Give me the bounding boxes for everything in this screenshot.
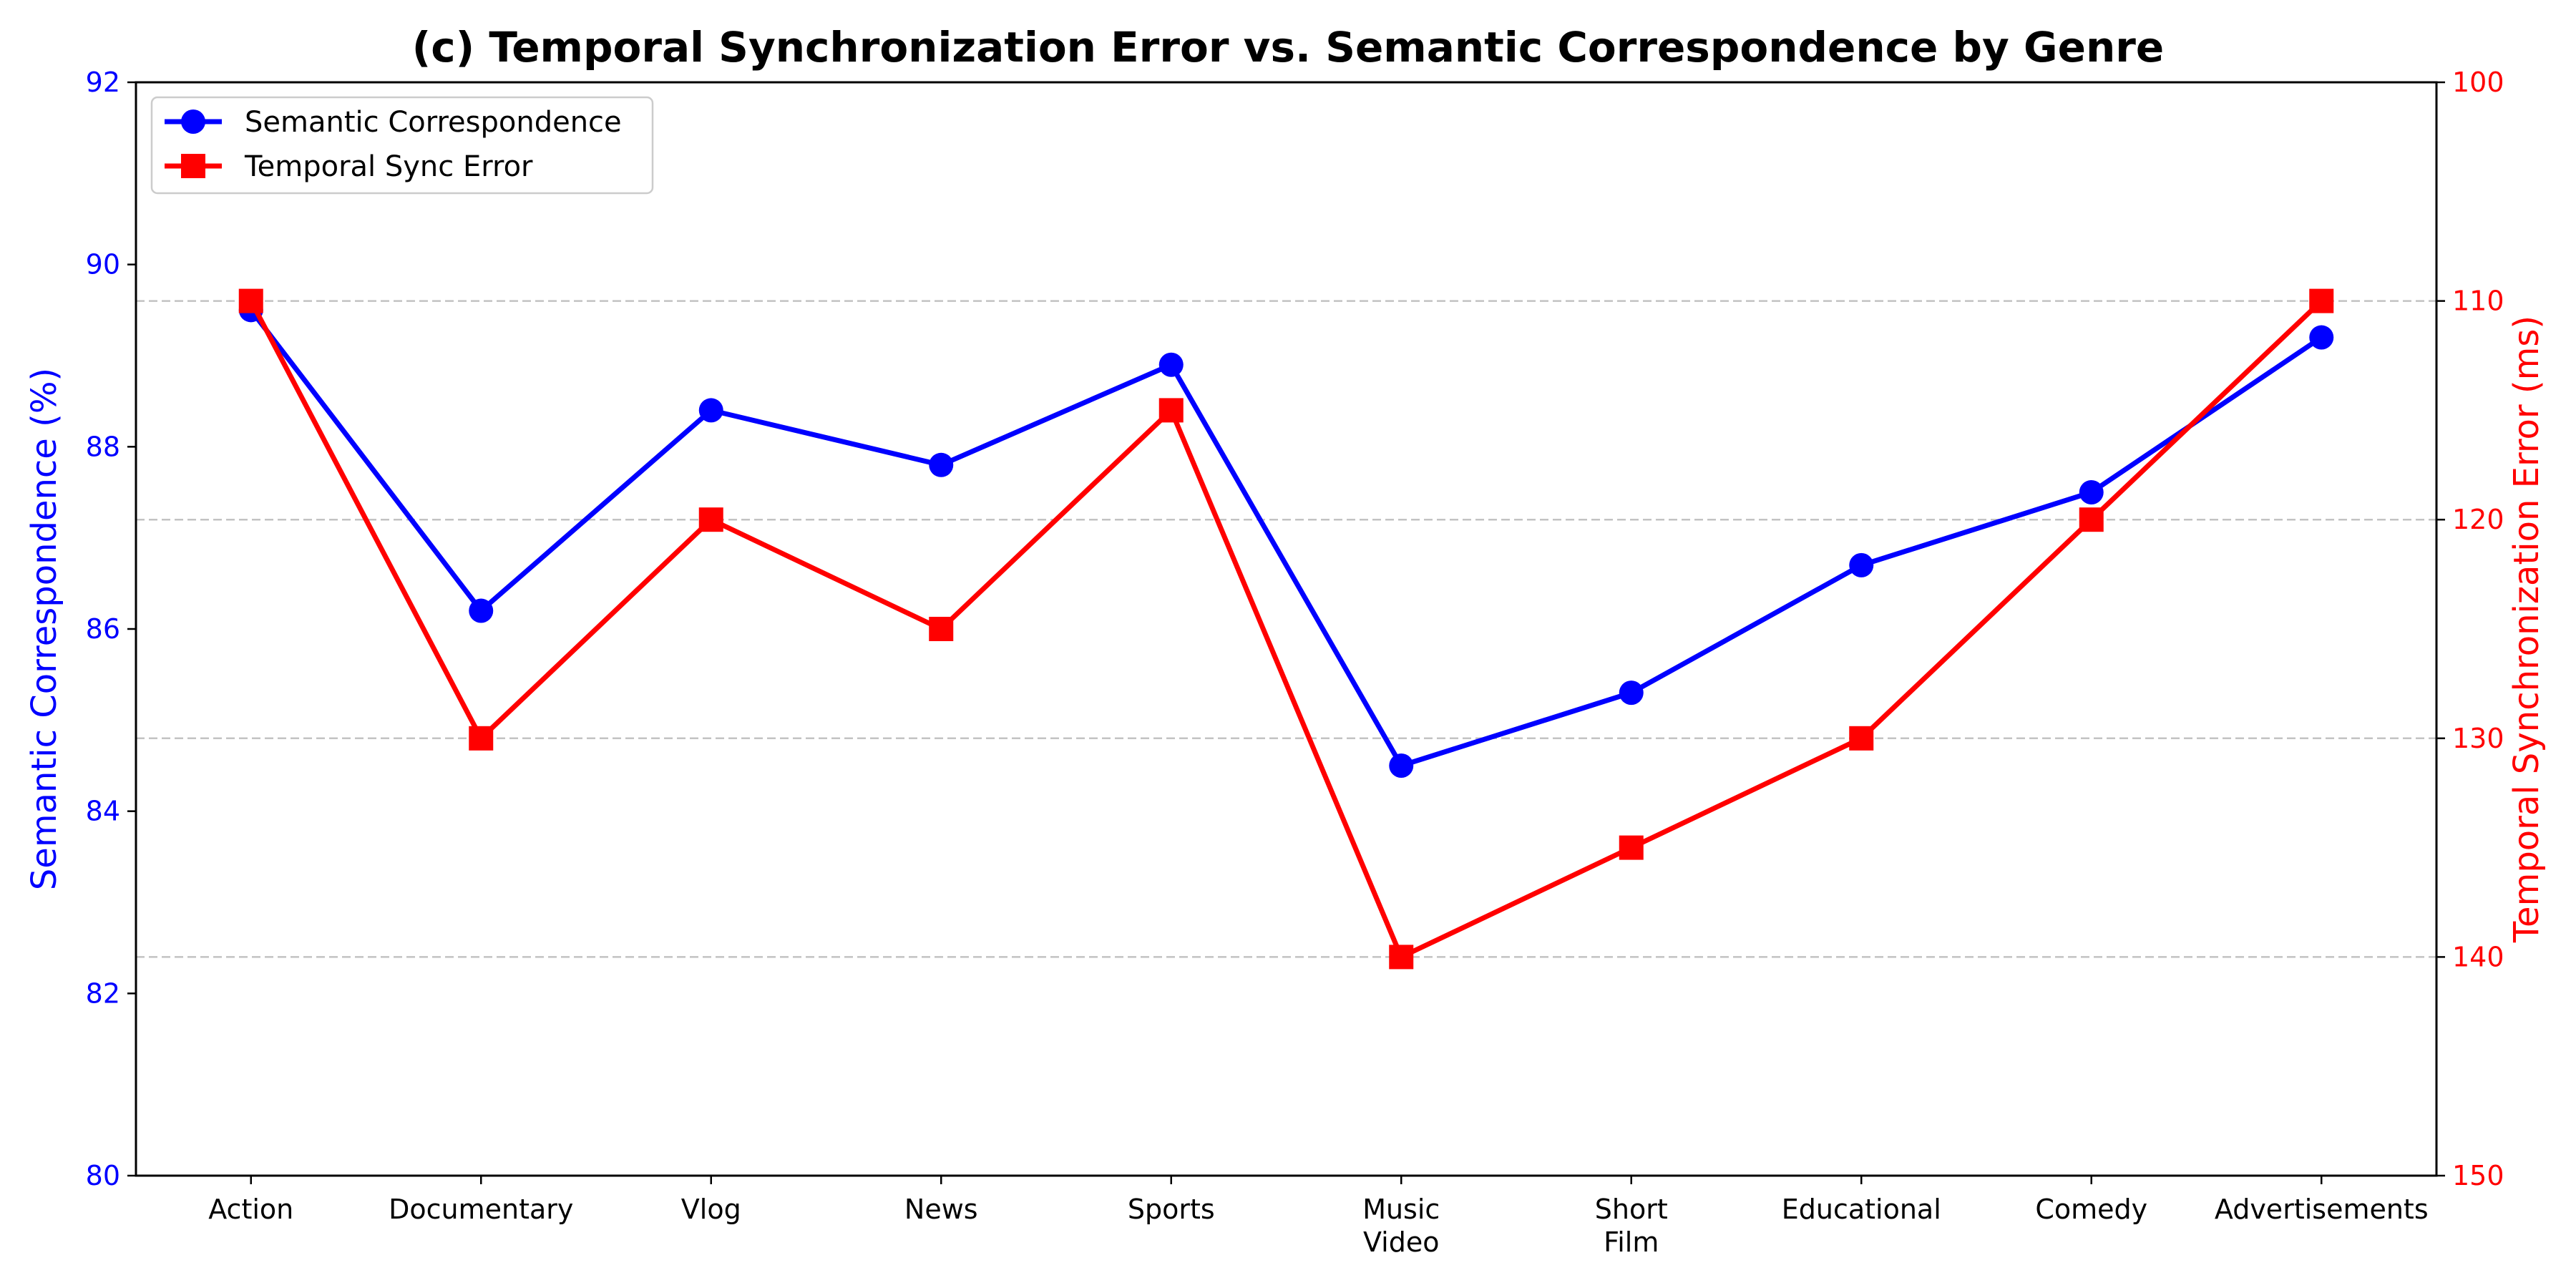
y-right-tick-label: 100 <box>2452 67 2504 98</box>
x-axis: Action Documentary Vlog News Sports Music Vide… <box>208 1176 2429 1258</box>
semantic-correspondence-point <box>2079 480 2104 504</box>
x-tick-label: Music Video <box>1362 1194 1440 1258</box>
x-tick-label: Short Film <box>1595 1194 1668 1258</box>
y-right-tick-label: 140 <box>2452 941 2504 972</box>
x-tick-label: Comedy <box>2035 1194 2147 1225</box>
temporal-sync-error-line <box>248 299 2323 960</box>
temporal-sync-error-point <box>1849 726 1874 751</box>
temporal-sync-error-point <box>1158 398 1184 423</box>
temporal-sync-error-point <box>698 507 723 532</box>
temporal-sync-error-point <box>2079 507 2104 532</box>
y-left-tick-label: 86 <box>86 613 120 645</box>
y-right-tick-label: 130 <box>2452 723 2504 754</box>
x-tick-label: Action <box>208 1194 293 1225</box>
y-left-tick-label: 92 <box>86 67 120 98</box>
legend-temporal-sync-error-marker <box>181 154 205 178</box>
x-tick-label: News <box>904 1194 978 1225</box>
y-right-tick-label: 150 <box>2452 1160 2504 1191</box>
temporal-sync-error-point <box>1389 945 1414 970</box>
x-tick-label: Documentary <box>389 1194 573 1225</box>
y-left-tick-label: 88 <box>86 431 120 462</box>
y-axis-left: 80 82 84 86 88 90 92 <box>86 67 136 1191</box>
semantic-correspondence-line <box>248 308 2323 769</box>
temporal-sync-error-point <box>469 726 494 751</box>
x-tick-label: Educational <box>1782 1194 1941 1225</box>
legend-semantic-correspondence-marker <box>181 109 205 134</box>
temporal-sync-error-point <box>2309 288 2334 313</box>
semantic-correspondence-point <box>1158 352 1184 377</box>
y-left-tick-label: 80 <box>86 1160 120 1191</box>
semantic-correspondence-point <box>1849 552 1874 577</box>
semantic-correspondence-point <box>698 398 723 423</box>
y-left-tick-label: 90 <box>86 249 120 280</box>
y-left-tick-label: 84 <box>86 796 120 827</box>
gridlines <box>136 300 2436 958</box>
semantic-correspondence-point <box>2309 325 2334 350</box>
semantic-correspondence-point <box>469 598 494 623</box>
x-tick-label: Advertisements <box>2215 1194 2429 1225</box>
legend-semantic-correspondence-label: Semantic Correspondence <box>245 106 622 139</box>
semantic-correspondence-point <box>929 452 954 477</box>
y-axis-right: 100 110 120 130 140 150 <box>2436 67 2504 1191</box>
legend-box <box>150 96 654 195</box>
chart-title: (c) Temporal Synchronization Error vs. S… <box>412 23 2164 72</box>
semantic-correspondence-point <box>1619 680 1644 706</box>
y-right-tick-label: 120 <box>2452 504 2504 535</box>
temporal-sync-error-point <box>1619 835 1644 860</box>
x-tick-label: Sports <box>1128 1194 1215 1225</box>
legend-temporal-sync-error-label: Temporal Sync Error <box>244 150 533 183</box>
semantic-correspondence-point <box>1389 753 1414 778</box>
y-axis-left-label: Semantic Correspondence (%) <box>24 368 64 890</box>
y-axis-right-label: Temporal Synchronization Error (ms) <box>2507 316 2547 943</box>
y-left-tick-label: 82 <box>86 977 120 1009</box>
legend: Semantic Correspondence Temporal Sync Err… <box>150 96 654 195</box>
y-right-tick-label: 110 <box>2452 286 2504 317</box>
temporal-sync-error-point <box>238 288 263 313</box>
series-layer <box>238 288 2334 970</box>
x-tick-label: Vlog <box>681 1194 741 1225</box>
temporal-sync-error-point <box>929 617 954 641</box>
